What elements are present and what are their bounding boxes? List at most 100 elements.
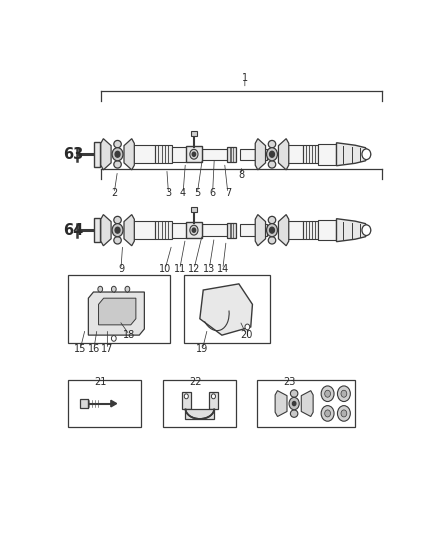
Bar	[68, 276, 170, 343]
Polygon shape	[301, 391, 313, 416]
Bar	[240, 149, 267, 160]
Ellipse shape	[268, 140, 276, 148]
Circle shape	[111, 336, 116, 341]
Circle shape	[192, 228, 196, 232]
Circle shape	[269, 227, 275, 233]
Circle shape	[112, 148, 123, 161]
Text: 8: 8	[238, 170, 244, 180]
Text: 19: 19	[196, 344, 208, 354]
Polygon shape	[275, 391, 287, 416]
Bar	[285, 145, 303, 163]
Circle shape	[341, 410, 347, 417]
Polygon shape	[255, 215, 265, 246]
Polygon shape	[101, 139, 111, 170]
Ellipse shape	[268, 216, 276, 224]
Circle shape	[337, 386, 350, 401]
Circle shape	[111, 286, 116, 292]
Polygon shape	[185, 409, 214, 419]
Text: 7: 7	[225, 188, 231, 198]
Ellipse shape	[114, 160, 121, 168]
Text: 3: 3	[166, 188, 172, 198]
Text: 21: 21	[94, 377, 107, 387]
Bar	[131, 145, 155, 163]
Circle shape	[115, 227, 120, 233]
Ellipse shape	[290, 390, 298, 397]
Text: 1: 1	[242, 74, 248, 83]
Bar	[94, 218, 100, 243]
Circle shape	[245, 324, 250, 330]
Circle shape	[112, 224, 123, 237]
Text: 15: 15	[74, 344, 86, 354]
Bar	[94, 142, 100, 166]
Text: 12: 12	[188, 264, 200, 274]
Polygon shape	[124, 215, 134, 246]
Circle shape	[269, 151, 275, 157]
Polygon shape	[88, 292, 145, 335]
Ellipse shape	[114, 237, 121, 244]
Bar	[80, 399, 88, 408]
Text: 10: 10	[159, 264, 171, 274]
Circle shape	[362, 225, 371, 236]
Bar	[318, 144, 336, 165]
Circle shape	[321, 386, 334, 401]
Circle shape	[341, 390, 347, 397]
Text: 6: 6	[209, 188, 215, 198]
Bar	[303, 145, 318, 163]
Bar	[240, 224, 267, 236]
Bar	[68, 380, 141, 427]
Text: 63: 63	[64, 147, 84, 161]
Circle shape	[362, 149, 371, 159]
Circle shape	[192, 152, 196, 156]
Circle shape	[289, 398, 299, 410]
Bar	[257, 380, 355, 427]
Text: 23: 23	[283, 377, 295, 387]
Circle shape	[115, 151, 120, 157]
Text: 2: 2	[111, 188, 117, 198]
Bar	[155, 221, 172, 239]
Bar	[191, 207, 197, 212]
Text: 16: 16	[88, 344, 100, 354]
Bar	[202, 224, 231, 236]
Ellipse shape	[290, 410, 298, 417]
Text: 11: 11	[173, 264, 186, 274]
Bar	[131, 221, 155, 239]
Circle shape	[337, 406, 350, 421]
Bar	[227, 223, 236, 238]
Bar	[227, 147, 236, 161]
Bar	[186, 147, 202, 162]
Bar	[202, 149, 231, 160]
Text: 64: 64	[64, 223, 84, 238]
Circle shape	[190, 225, 198, 235]
Text: 17: 17	[101, 344, 113, 354]
Polygon shape	[279, 139, 289, 170]
Bar	[191, 131, 197, 136]
Bar	[163, 380, 237, 427]
Ellipse shape	[114, 140, 121, 148]
Circle shape	[212, 394, 215, 399]
Text: 20: 20	[240, 330, 253, 340]
Text: 4: 4	[180, 188, 186, 198]
Circle shape	[184, 394, 188, 399]
Bar	[172, 147, 187, 161]
Polygon shape	[99, 298, 136, 325]
Text: 9: 9	[118, 264, 124, 274]
Polygon shape	[336, 143, 371, 166]
Polygon shape	[101, 215, 111, 246]
Circle shape	[267, 224, 277, 237]
Polygon shape	[200, 284, 252, 335]
Bar	[186, 222, 202, 238]
Circle shape	[321, 406, 334, 421]
Bar	[285, 221, 303, 239]
Text: 5: 5	[194, 188, 201, 198]
Circle shape	[293, 401, 296, 406]
Bar	[303, 221, 318, 239]
Bar	[155, 145, 172, 163]
Polygon shape	[111, 400, 117, 407]
Bar	[184, 276, 270, 343]
Bar	[182, 392, 191, 409]
Circle shape	[190, 149, 198, 159]
Bar	[172, 223, 187, 238]
Bar	[209, 392, 218, 409]
Text: 13: 13	[203, 264, 215, 274]
Ellipse shape	[268, 160, 276, 168]
